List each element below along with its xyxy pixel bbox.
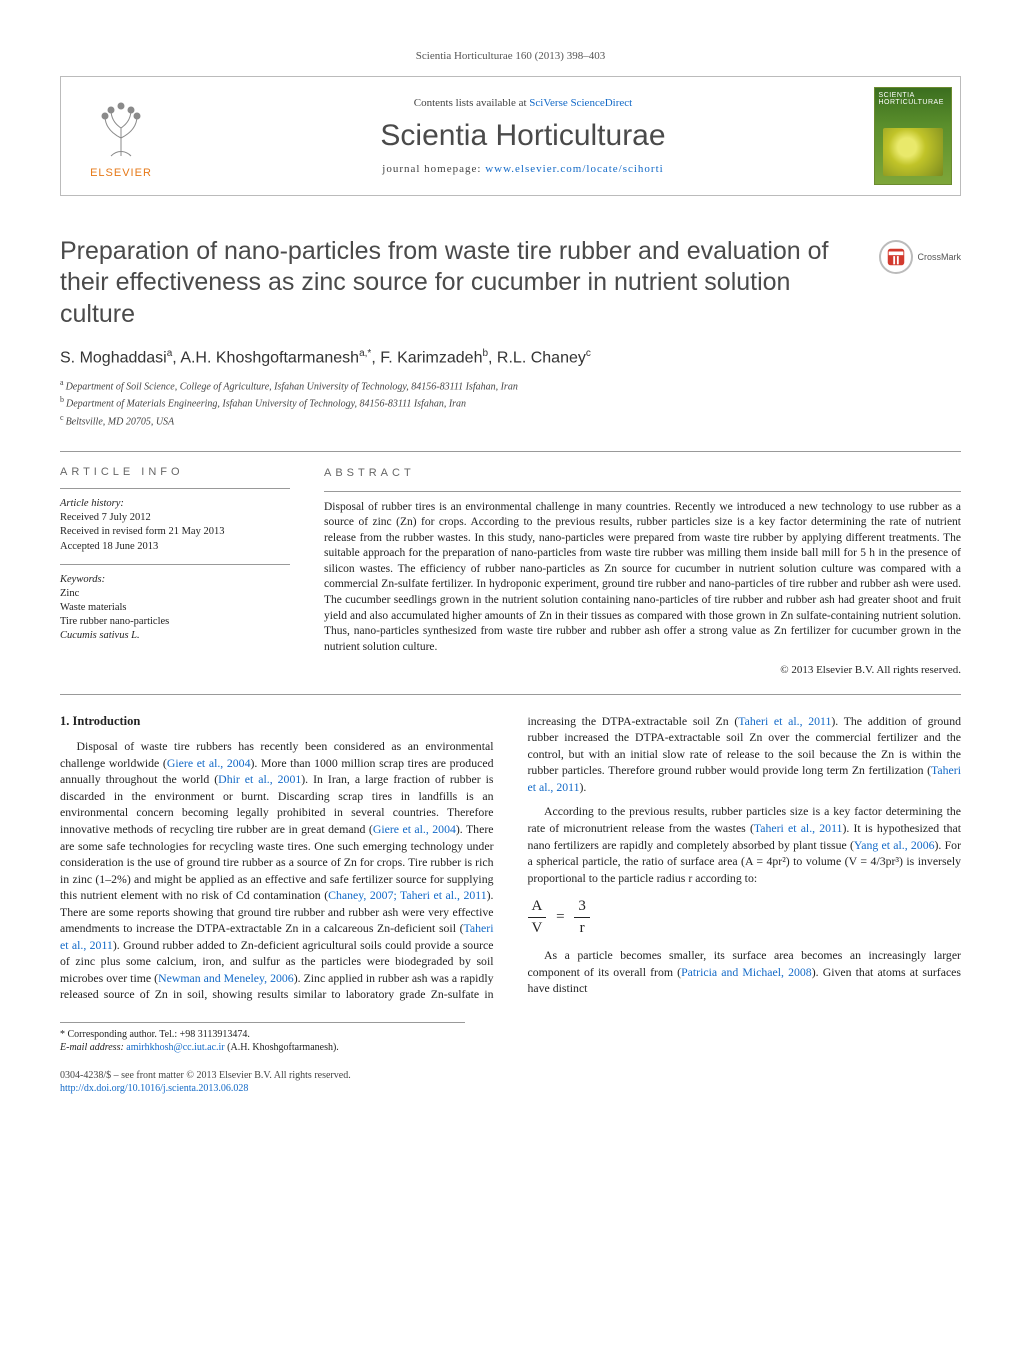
email-line: E-mail address: amirhkhosh@cc.iut.ac.ir …: [60, 1042, 465, 1053]
eq-den-r: r: [574, 918, 590, 939]
divider-2: [60, 694, 961, 695]
cite-patricia-2008[interactable]: Patricia and Michael, 2008: [681, 965, 812, 979]
author-1-affil: a: [167, 348, 173, 359]
publisher-logo-block: ELSEVIER: [61, 77, 181, 195]
corr-email-link[interactable]: amirhkhosh@cc.iut.ac.ir: [126, 1042, 224, 1053]
abstract-body: Disposal of rubber tires is an environme…: [324, 491, 961, 655]
author-4-affil: c: [586, 348, 591, 359]
authors-line: S. Moghaddasia, A.H. Khoshgoftarmanesha,…: [60, 348, 961, 367]
corr-line: * Corresponding author. Tel.: +98 311391…: [60, 1029, 465, 1040]
abstract-head: ABSTRACT: [324, 466, 961, 481]
section-1-head: 1. Introduction: [60, 713, 494, 731]
author-3: F. Karimzadeh: [380, 349, 482, 366]
frac-left: A V: [528, 896, 547, 939]
crossmark-label: CrossMark: [917, 252, 961, 262]
author-4: R.L. Chaney: [497, 349, 586, 366]
corresponding-footnote: * Corresponding author. Tel.: +98 311391…: [60, 1022, 465, 1053]
article-info-col: ARTICLE INFO Article history: Received 7…: [60, 466, 290, 678]
equation-av: A V = 3 r: [528, 896, 962, 939]
cite-giere-2004[interactable]: Giere et al., 2004: [167, 756, 251, 770]
cite-taheri-2011d[interactable]: Taheri et al., 2011: [754, 821, 843, 835]
abstract-col: ABSTRACT Disposal of rubber tires is an …: [324, 466, 961, 678]
doi-link[interactable]: http://dx.doi.org/10.1016/j.scienta.2013…: [60, 1083, 248, 1094]
eq-num-r: 3: [574, 896, 590, 918]
history-2: Received in revised form 21 May 2013: [60, 525, 290, 539]
author-2-affil: a,*: [359, 348, 371, 359]
cite-newman-2006[interactable]: Newman and Meneley, 2006: [158, 971, 294, 985]
journal-cover-block: SCIENTIA HORTICULTURAE: [865, 77, 960, 195]
cite-taheri-2011b[interactable]: Taheri et al., 2011: [738, 714, 831, 728]
kw-2: Waste materials: [60, 601, 290, 615]
author-3-affil: b: [482, 348, 488, 359]
kw-3: Tire rubber nano-particles: [60, 615, 290, 629]
frac-right: 3 r: [574, 896, 590, 939]
affil-b: Department of Materials Engineering, Isf…: [66, 399, 466, 410]
keywords-block: Keywords: Zinc Waste materials Tire rubb…: [60, 564, 290, 644]
keywords-label: Keywords:: [60, 573, 290, 587]
cite-yang-2006[interactable]: Yang et al., 2006: [854, 838, 935, 852]
eq-equals: =: [556, 909, 564, 925]
cite-giere-2004b[interactable]: Giere et al., 2004: [373, 822, 456, 836]
body-columns: 1. Introduction Disposal of waste tire r…: [60, 713, 961, 1004]
journal-name: Scientia Horticulturae: [181, 119, 865, 153]
homepage-prefix: journal homepage:: [382, 163, 485, 175]
email-label: E-mail address:: [60, 1042, 126, 1053]
intro-p3: As a particle becomes smaller, its surfa…: [528, 947, 962, 997]
divider: [60, 451, 961, 452]
journal-homepage-link[interactable]: www.elsevier.com/locate/scihorti: [485, 163, 664, 175]
journal-cover-thumb: SCIENTIA HORTICULTURAE: [874, 87, 952, 185]
article-title: Preparation of nano-particles from waste…: [60, 236, 961, 330]
email-tail: (A.H. Khoshgoftarmanesh).: [225, 1042, 339, 1053]
kw-1: Zinc: [60, 587, 290, 601]
article-history: Article history: Received 7 July 2012 Re…: [60, 488, 290, 554]
t: ).: [579, 780, 586, 794]
affil-a: Department of Soil Science, College of A…: [66, 381, 518, 392]
running-head: Scientia Horticulturae 160 (2013) 398–40…: [60, 50, 961, 62]
article-info-head: ARTICLE INFO: [60, 466, 290, 478]
abstract-copyright: © 2013 Elsevier B.V. All rights reserved…: [324, 663, 961, 678]
front-matter-line: 0304-4238/$ – see front matter © 2013 El…: [60, 1069, 961, 1082]
elsevier-tree-icon: [86, 93, 156, 163]
homepage-line: journal homepage: www.elsevier.com/locat…: [181, 163, 865, 175]
journal-header-box: ELSEVIER Contents lists available at Sci…: [60, 76, 961, 196]
affiliations: aDepartment of Soil Science, College of …: [60, 377, 961, 429]
intro-p2: According to the previous results, rubbe…: [528, 803, 962, 886]
affil-c: Beltsville, MD 20705, USA: [66, 416, 175, 427]
crossmark-badge-block[interactable]: CrossMark: [879, 240, 961, 274]
history-label: Article history:: [60, 497, 290, 511]
history-3: Accepted 18 June 2013: [60, 540, 290, 554]
sciencedirect-link[interactable]: SciVerse ScienceDirect: [529, 97, 632, 109]
author-1: S. Moghaddasi: [60, 349, 167, 366]
publisher-word: ELSEVIER: [90, 167, 152, 179]
eq-den-l: V: [528, 918, 547, 939]
contents-line: Contents lists available at SciVerse Sci…: [181, 97, 865, 109]
crossmark-icon: [879, 240, 913, 274]
kw-4: Cucumis sativus L.: [60, 629, 290, 643]
contents-prefix: Contents lists available at: [414, 97, 529, 109]
front-matter-footer: 0304-4238/$ – see front matter © 2013 El…: [60, 1069, 961, 1095]
cite-chaney-taheri[interactable]: Chaney, 2007; Taheri et al., 2011: [328, 888, 486, 902]
eq-num-l: A: [528, 896, 547, 918]
cite-dhir-2001[interactable]: Dhir et al., 2001: [218, 772, 301, 786]
author-2: A.H. Khoshgoftarmanesh: [180, 349, 359, 366]
cover-caption: SCIENTIA HORTICULTURAE: [879, 92, 947, 106]
history-1: Received 7 July 2012: [60, 511, 290, 525]
